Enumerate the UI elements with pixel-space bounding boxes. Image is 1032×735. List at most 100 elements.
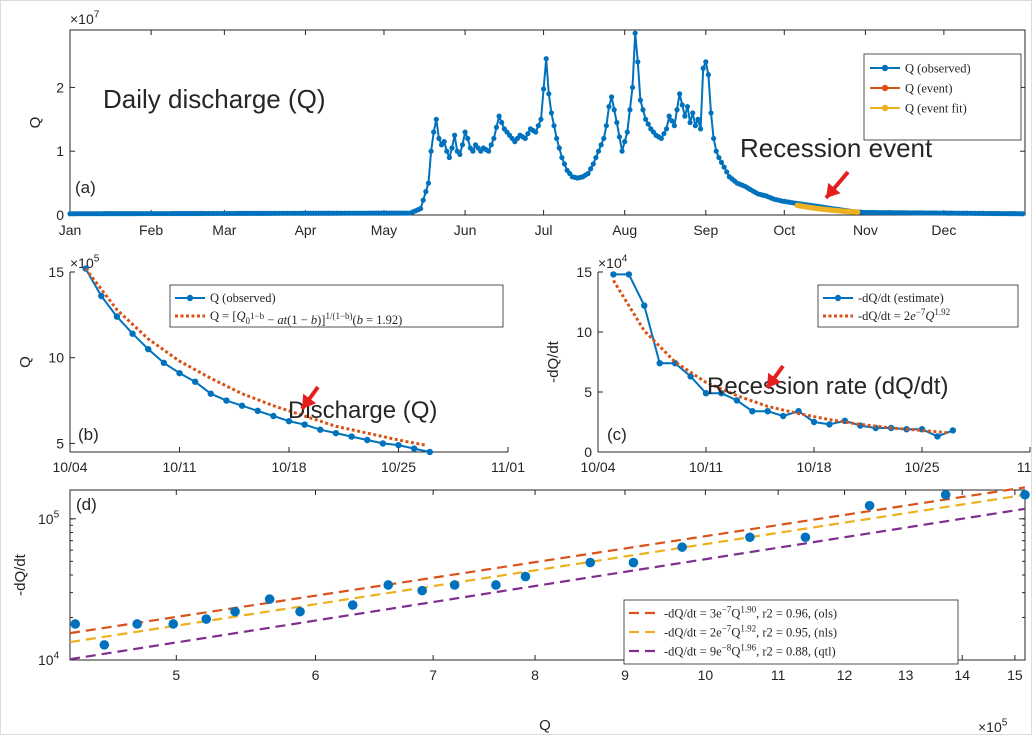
fit-line-qtl — [69, 507, 1026, 661]
point-observed-c — [934, 433, 941, 440]
point-observed-a — [546, 91, 552, 97]
scatter-point-d — [940, 489, 951, 500]
point-observed-c — [702, 390, 710, 397]
point-observed-b — [410, 445, 418, 452]
scatter-point-d — [383, 580, 394, 590]
point-observed-a — [716, 154, 722, 161]
point-observed-a — [522, 135, 528, 142]
point-observed-a — [423, 189, 429, 195]
point-observed-a — [700, 65, 706, 71]
point-observed-a — [619, 148, 625, 154]
legend-d-label-group-ols: -dQ/dt = 3e−7​Q1.90​, r2 = 0.96, (ols) — [664, 605, 837, 621]
legend-d — [623, 599, 959, 665]
ytick-label-d: 105 — [38, 510, 60, 527]
x-exponent-d: ×105 — [978, 718, 1008, 735]
xtick-label-c: 10/11 — [689, 459, 723, 475]
scatter-point-d — [230, 606, 240, 617]
point-observed-a — [556, 145, 562, 151]
point-observed-a — [585, 170, 591, 177]
point-observed-a — [444, 148, 450, 154]
legend-d-label-ols: -dQ/dt = 3e−7​Q1.90​, r2 = 0.96, (ols) — [664, 605, 837, 621]
point-observed-c — [656, 360, 663, 367]
point-observed-a — [640, 107, 646, 113]
point-observed-a — [687, 119, 693, 126]
point-observed-a — [609, 94, 615, 100]
xtick-label-a-nov: Nov — [853, 222, 878, 238]
annotation-c: Recession rate (dQ/dt) — [707, 373, 948, 400]
point-observed-a — [418, 206, 424, 212]
point-observed-a — [446, 154, 452, 161]
xtick-label-a-dec: Dec — [931, 222, 956, 238]
point-observed-a — [452, 132, 458, 138]
scatter-point-d — [520, 571, 531, 582]
scatter-point-d — [800, 532, 811, 543]
point-observed-a — [538, 116, 544, 122]
point-observed-b — [254, 407, 261, 415]
point-observed-c — [949, 427, 957, 434]
xlabel-d: Q — [539, 717, 551, 734]
xtick-label-d: 6 — [312, 667, 320, 683]
point-observed-a — [645, 121, 651, 127]
scatter-point-d — [70, 619, 81, 629]
legend-a-label-2: Q (event fit) — [905, 102, 967, 116]
xtick-label-a-jun: Jun — [454, 222, 477, 238]
point-observed-a — [682, 113, 688, 119]
point-observed-a — [703, 59, 709, 65]
point-observed-a — [697, 126, 704, 132]
point-observed-a — [441, 139, 447, 145]
point-observed-c — [610, 271, 617, 278]
point-observed-a — [593, 154, 599, 161]
point-observed-a — [601, 135, 607, 142]
point-observed-a — [690, 110, 696, 116]
ytick-label-d: 104 — [38, 651, 60, 668]
legend-d-label-group-qtl: -dQ/dt = 9e−8​Q1.96​, r2 = 0.88, (qtl) — [664, 643, 836, 659]
point-observed-c — [779, 412, 787, 420]
legend-c-label-0: -dQ/dt (estimate) — [858, 291, 944, 305]
point-observed-a — [428, 148, 434, 154]
point-observed-a — [718, 159, 725, 165]
arrow-b-head — [302, 393, 317, 409]
panel-label-d: (d) — [76, 495, 97, 514]
xtick-label-c: 10/25 — [904, 459, 939, 475]
point-observed-c — [733, 397, 741, 404]
legend-a-label-0: Q (observed) — [905, 62, 971, 76]
ylabel-d: -dQ/dt — [12, 553, 29, 596]
xtick-label-d: 10 — [698, 667, 714, 683]
xtick-label-d: 8 — [531, 667, 539, 683]
xtick-label-b: 10/25 — [381, 459, 416, 475]
point-observed-a — [721, 164, 727, 170]
scatter-point-d — [347, 600, 358, 610]
legend-a-marker-1 — [881, 84, 889, 92]
xtick-label-b: 10/18 — [271, 459, 306, 475]
point-observed-a — [671, 123, 677, 129]
xtick-label-a-mar: Mar — [212, 222, 236, 238]
point-observed-a — [614, 119, 620, 126]
legend-c — [817, 284, 1019, 328]
point-observed-a — [711, 135, 717, 142]
scatter-point-d — [168, 619, 179, 629]
point-observed-b — [285, 417, 293, 425]
point-observed-c — [749, 408, 756, 415]
panel-label-b: (b) — [78, 425, 99, 444]
xtick-label-d: 5 — [172, 667, 180, 683]
fit-line-nls — [69, 493, 1026, 644]
legend-c-label-1: -dQ/dt = 2e−7​Q1.92 — [858, 307, 950, 323]
ytick-label-b: 5 — [56, 435, 64, 451]
legend-c-marker-0 — [834, 294, 842, 302]
point-observed-a — [705, 72, 712, 78]
ytick-label-c: 15 — [576, 264, 592, 280]
point-observed-a — [713, 148, 719, 154]
point-observed-a — [666, 113, 672, 119]
arrow-a-head — [826, 182, 841, 198]
scatter-point-d — [132, 619, 142, 629]
point-observed-b — [379, 440, 387, 447]
ytick-label-c: 5 — [584, 384, 592, 400]
point-observed-a — [559, 154, 565, 161]
point-observed-a — [486, 148, 492, 154]
point-observed-a — [598, 142, 604, 148]
xtick-label-a-may: May — [371, 222, 397, 238]
point-observed-a — [658, 135, 664, 142]
point-observed-a — [540, 86, 547, 92]
xtick-label-a-jan: Jan — [59, 222, 82, 238]
point-observed-a — [643, 116, 649, 122]
